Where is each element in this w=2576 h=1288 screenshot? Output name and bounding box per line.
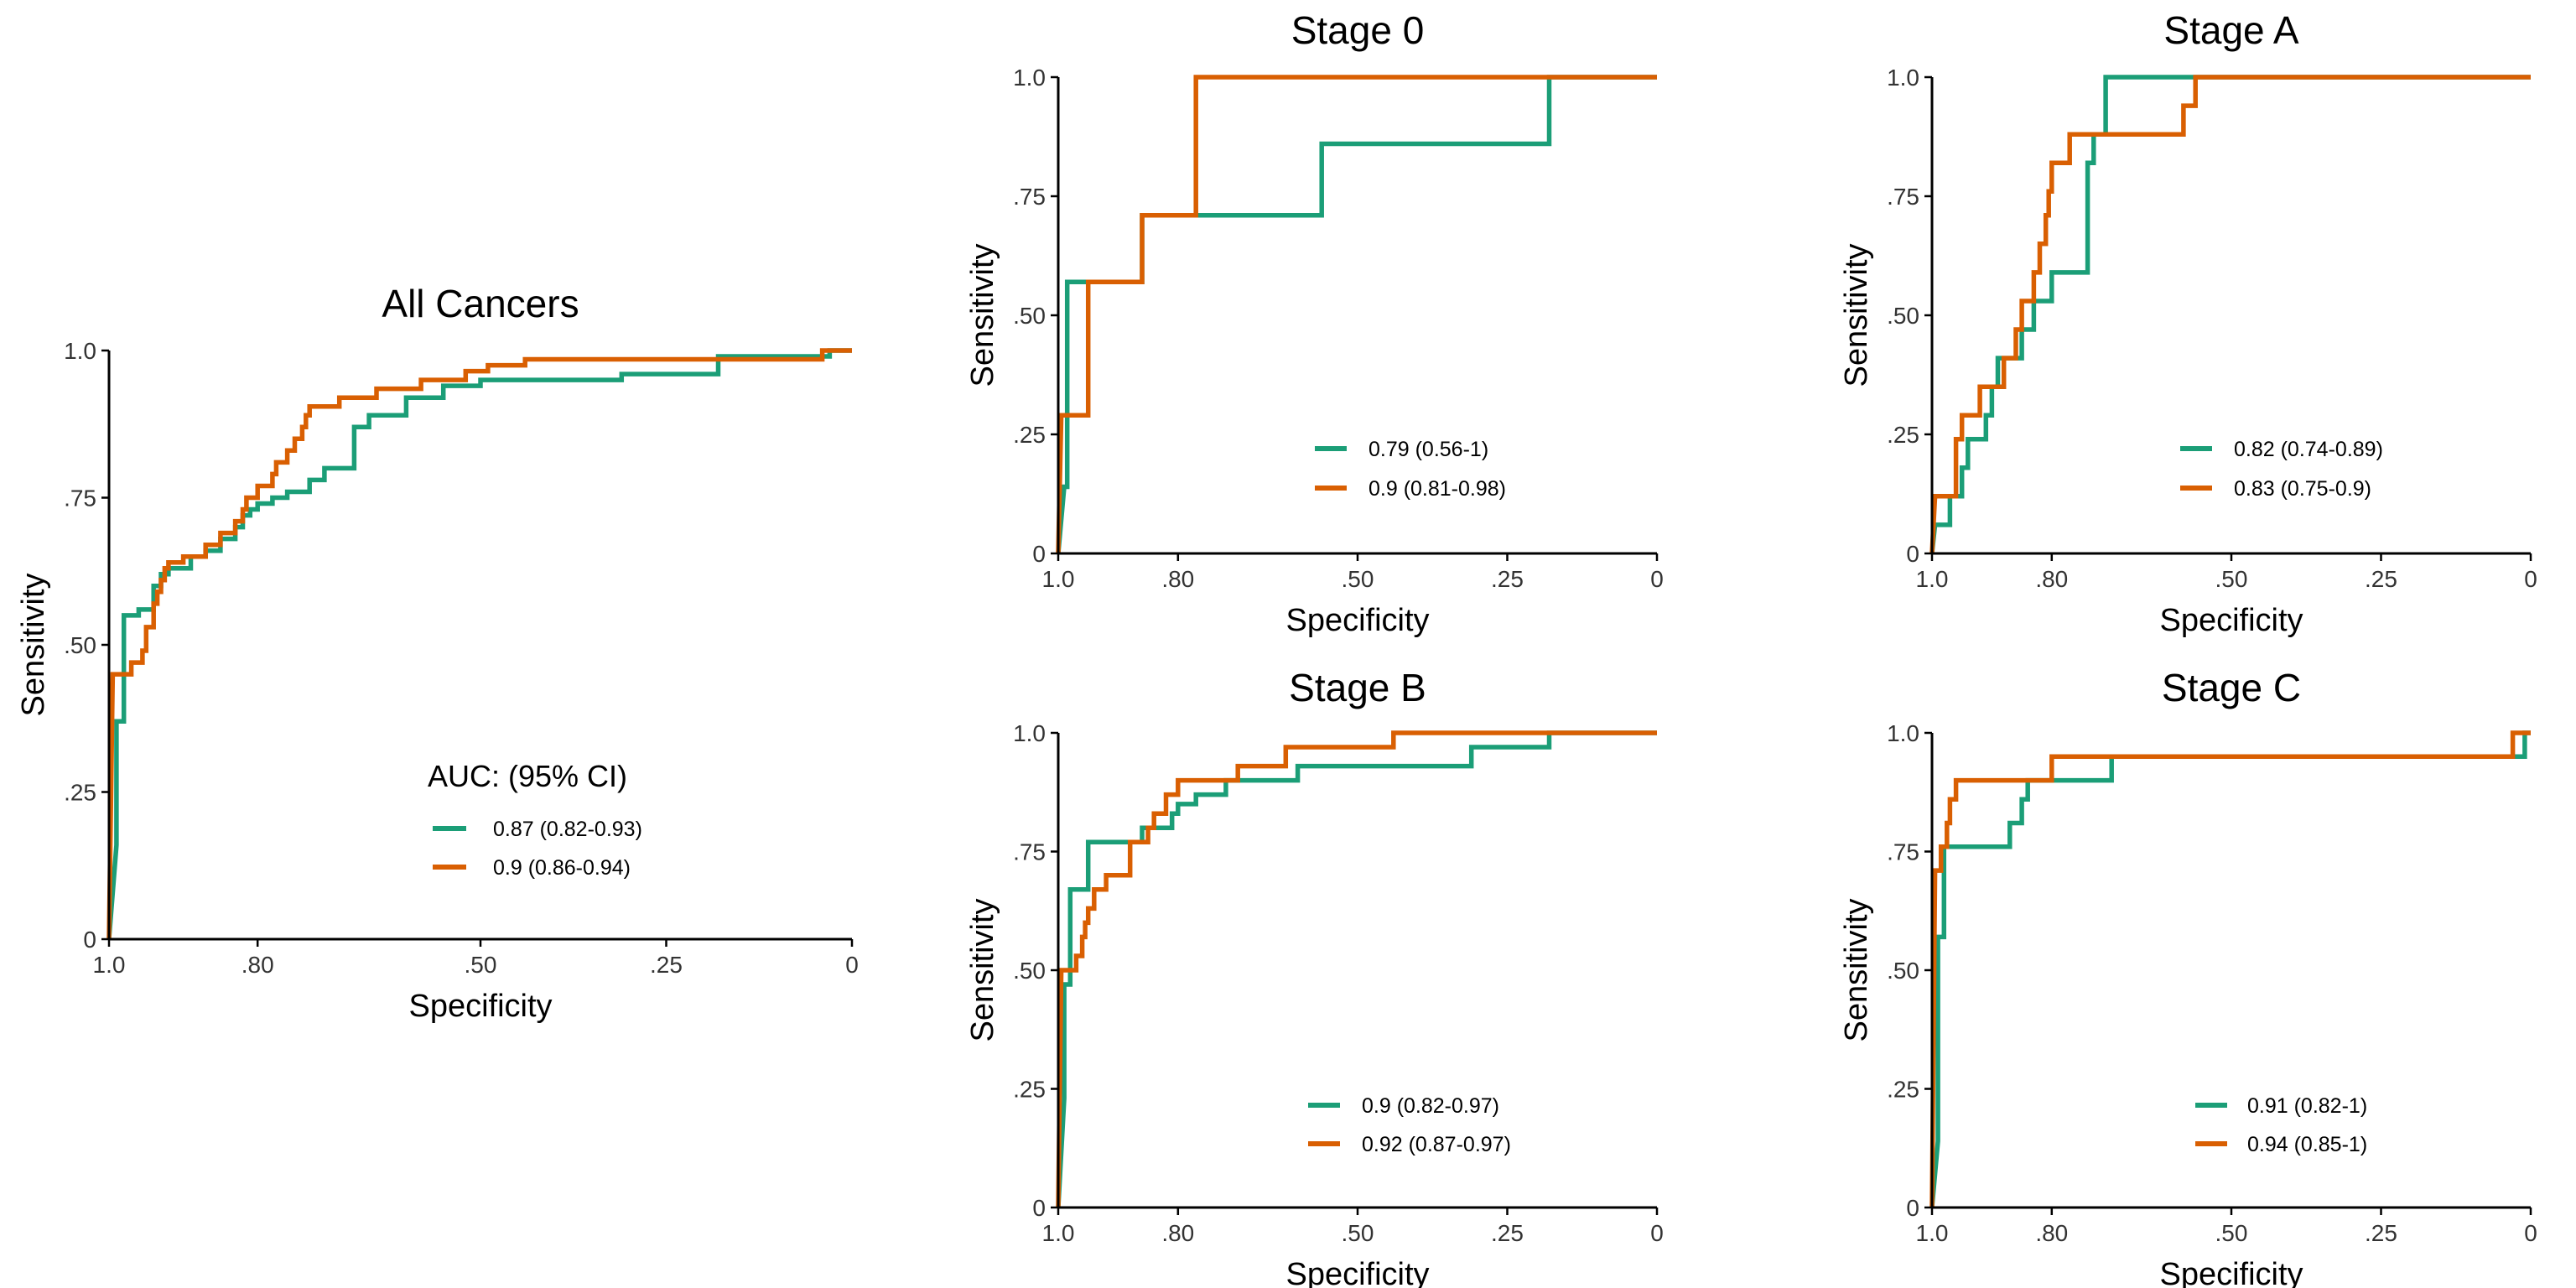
x-tick-label: 0 xyxy=(2524,1220,2537,1246)
legend-label-series-2: 0.9 (0.86-0.94) xyxy=(493,856,631,880)
y-tick-label: 1.0 xyxy=(1887,65,1919,91)
x-tick-label: .80 xyxy=(1161,566,1194,592)
legend-label-series-2: 0.9 (0.81-0.98) xyxy=(1368,477,1506,501)
x-tick-label: .25 xyxy=(1491,1220,1524,1246)
roc-curve-series-1 xyxy=(1929,75,2531,554)
legend: 0.82 (0.74-0.89) 0.83 (0.75-0.9) xyxy=(2180,438,2383,501)
y-tick-label: .25 xyxy=(1013,1077,1046,1103)
x-tick-label: .80 xyxy=(2035,1220,2068,1246)
roc-curve-series-2 xyxy=(1056,75,1657,554)
y-tick-label: 0 xyxy=(1032,1195,1046,1221)
y-tick-label: 1.0 xyxy=(1887,720,1919,746)
x-tick-label: 0 xyxy=(845,952,859,978)
panel-title: Stage A xyxy=(2163,8,2298,52)
y-tick-label: .50 xyxy=(1013,303,1046,329)
legend: 0.9 (0.82-0.97) 0.92 (0.87-0.97) xyxy=(1308,1094,1511,1156)
x-axis-title: Specificity xyxy=(2159,603,2303,638)
roc-curve-series-2 xyxy=(1056,730,1657,1208)
roc-panel-2: Stage 0 1.0 .80 .50 .25 0 0 .25 .50 .75 1.0 Specifi… xyxy=(965,8,1664,638)
x-tick-label: 0 xyxy=(1650,566,1664,592)
x-tick-label: .50 xyxy=(1342,566,1374,592)
y-tick-label: .50 xyxy=(1887,303,1919,329)
y-tick-label: .50 xyxy=(1013,958,1046,984)
legend-label-series-1: 0.87 (0.82-0.93) xyxy=(493,818,642,841)
y-tick-label: .50 xyxy=(64,632,96,658)
x-tick-label: .50 xyxy=(2215,566,2248,592)
y-axis-title: Sensitivity xyxy=(965,898,1000,1041)
x-tick-label: 0 xyxy=(2524,566,2537,592)
y-axis-title: Sensitivity xyxy=(16,573,51,716)
roc-curve-series-1 xyxy=(1056,730,1657,1208)
y-tick-label: .75 xyxy=(1013,839,1046,865)
x-tick-label: .80 xyxy=(242,952,274,978)
legend-label-series-2: 0.92 (0.87-0.97) xyxy=(1362,1133,1511,1156)
x-tick-label: .50 xyxy=(2215,1220,2248,1246)
x-axis-title: Specificity xyxy=(1285,1257,1429,1288)
legend-label-series-1: 0.82 (0.74-0.89) xyxy=(2234,438,2383,461)
x-axis-title: Specificity xyxy=(2159,1257,2303,1288)
y-tick-label: .25 xyxy=(1887,422,1919,448)
x-tick-label: .25 xyxy=(2365,566,2397,592)
y-tick-label: 1.0 xyxy=(1013,720,1046,746)
y-tick-label: .50 xyxy=(1887,958,1919,984)
y-tick-label: .75 xyxy=(1887,184,1919,210)
y-tick-label: 1.0 xyxy=(64,338,96,364)
x-tick-label: .50 xyxy=(465,952,497,978)
y-tick-label: 0 xyxy=(83,927,96,953)
legend-label-series-1: 0.9 (0.82-0.97) xyxy=(1362,1094,1499,1118)
roc-curve-series-2 xyxy=(1929,730,2531,1208)
x-tick-label: 1.0 xyxy=(93,952,126,978)
roc-curve-series-1 xyxy=(1056,75,1657,554)
legend-label-series-2: 0.94 (0.85-1) xyxy=(2247,1133,2367,1156)
x-tick-label: .25 xyxy=(2365,1220,2397,1246)
roc-curve-series-1 xyxy=(1929,730,2531,1208)
y-tick-label: .25 xyxy=(1013,422,1046,448)
y-tick-label: .25 xyxy=(64,780,96,806)
roc-panel-5: Stage C 1.0 .80 .50 .25 0 0 .25 .50 .75 1.0 Specifi… xyxy=(1839,666,2537,1288)
x-tick-label: 1.0 xyxy=(1042,1220,1075,1246)
legend: 0.79 (0.56-1) 0.9 (0.81-0.98) xyxy=(1315,438,1506,501)
x-tick-label: 1.0 xyxy=(1042,566,1075,592)
y-axis-title: Sensitivity xyxy=(1839,898,1874,1041)
y-axis-title: Sensitivity xyxy=(1839,243,1874,387)
y-axis-title: Sensitivity xyxy=(965,243,1000,387)
legend: AUC: (95% CI) 0.87 (0.82-0.93) 0.9 (0.86-0… xyxy=(428,759,642,880)
legend-label-series-1: 0.91 (0.82-1) xyxy=(2247,1094,2367,1118)
x-tick-label: .80 xyxy=(2035,566,2068,592)
y-tick-label: .75 xyxy=(64,486,96,512)
roc-curve-series-1 xyxy=(106,348,852,940)
roc-curve-series-2 xyxy=(106,348,852,940)
panel-title: Stage 0 xyxy=(1291,8,1425,52)
roc-panel-3: Stage A 1.0 .80 .50 .25 0 0 .25 .50 .75 1.0 Specifi… xyxy=(1839,8,2537,638)
y-tick-label: .75 xyxy=(1887,839,1919,865)
y-tick-label: .75 xyxy=(1013,184,1046,210)
x-tick-label: 0 xyxy=(1650,1220,1664,1246)
legend: 0.91 (0.82-1) 0.94 (0.85-1) xyxy=(2195,1094,2367,1156)
y-tick-label: 0 xyxy=(1906,1195,1919,1221)
x-tick-label: .25 xyxy=(650,952,683,978)
y-tick-label: .25 xyxy=(1887,1077,1919,1103)
panel-title: All Cancers xyxy=(382,282,579,325)
x-tick-label: 1.0 xyxy=(1916,1220,1949,1246)
legend-label-series-2: 0.83 (0.75-0.9) xyxy=(2234,477,2371,501)
y-tick-label: 0 xyxy=(1906,541,1919,567)
panel-title: Stage B xyxy=(1289,666,1426,709)
legend-label-series-1: 0.79 (0.56-1) xyxy=(1368,438,1488,461)
y-tick-label: 0 xyxy=(1032,541,1046,567)
y-tick-label: 1.0 xyxy=(1013,65,1046,91)
legend-title: AUC: (95% CI) xyxy=(428,759,627,793)
x-axis-title: Specificity xyxy=(1285,603,1429,638)
roc-panel-1: All Cancers 1.0 .80 .50 .25 0 0 .25 .50 .75 1.0 Spe… xyxy=(16,282,859,1024)
roc-panel-4: Stage B 1.0 .80 .50 .25 0 0 .25 .50 .75 1.0 Specifi… xyxy=(965,666,1664,1288)
x-tick-label: 1.0 xyxy=(1916,566,1949,592)
panel-title: Stage C xyxy=(2162,666,2301,709)
x-tick-label: .80 xyxy=(1161,1220,1194,1246)
x-tick-label: .25 xyxy=(1491,566,1524,592)
roc-curve-series-2 xyxy=(1929,75,2531,554)
x-axis-title: Specificity xyxy=(408,989,552,1024)
x-tick-label: .50 xyxy=(1342,1220,1374,1246)
